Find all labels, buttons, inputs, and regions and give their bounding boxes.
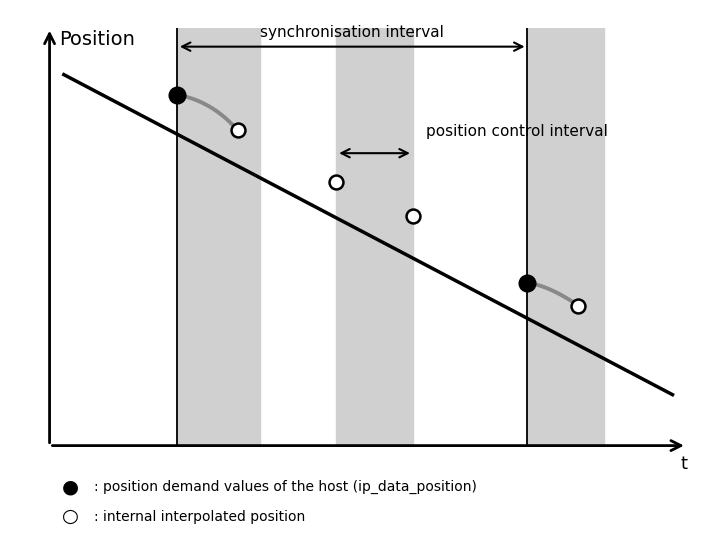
Text: synchronisation interval: synchronisation interval [261, 26, 444, 40]
Text: position control interval: position control interval [426, 124, 607, 139]
Text: Position: Position [59, 30, 135, 49]
Text: ○: ○ [62, 507, 79, 526]
Bar [527, 28, 604, 446]
Text: t: t [680, 456, 687, 473]
Text: : position demand values of the host (ip_data_position): : position demand values of the host (ip… [94, 480, 477, 495]
Bar [177, 28, 260, 446]
Text: ●: ● [62, 478, 79, 497]
Text: : internal interpolated position: : internal interpolated position [94, 510, 305, 524]
Bar [336, 28, 413, 446]
